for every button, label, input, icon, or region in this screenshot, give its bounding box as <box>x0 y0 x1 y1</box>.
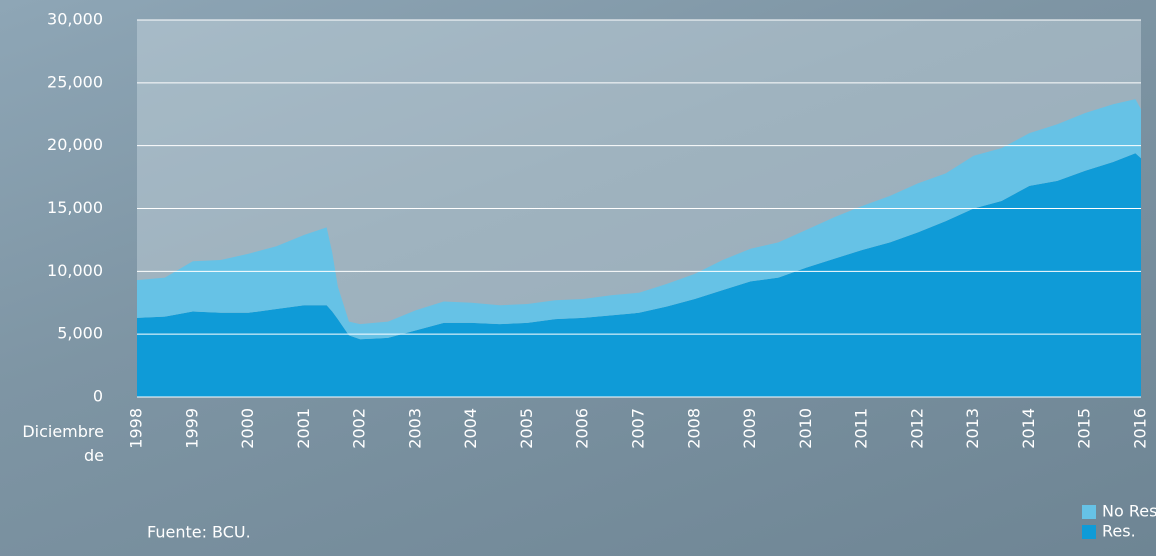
x-tick-label: 2004 <box>461 408 480 449</box>
x-tick-label: 2001 <box>294 408 313 449</box>
source: Fuente: BCU. <box>147 523 251 542</box>
x-axis-label: Diciembre de <box>22 422 104 465</box>
x-tick-label: 2005 <box>517 408 536 449</box>
x-tick-label: 2013 <box>963 408 982 449</box>
y-tick-label: 15,000 <box>47 198 103 217</box>
x-tick-label: 2011 <box>852 408 871 449</box>
x-tick-label: 2006 <box>573 408 592 449</box>
x-tick-label: 2002 <box>350 408 369 449</box>
x-tick-label: 2008 <box>684 408 703 449</box>
legend-label: Res. <box>1102 522 1136 541</box>
y-tick-label: 30,000 <box>47 10 103 29</box>
x-tick-label: 2007 <box>629 408 648 449</box>
legend-swatch <box>1082 525 1096 539</box>
x-tick-label: 2000 <box>238 408 257 449</box>
y-tick-label: 20,000 <box>47 135 103 154</box>
area <box>137 153 1141 397</box>
x-tick-label: 2009 <box>740 408 759 449</box>
legend-label: No Res. <box>1102 502 1156 521</box>
x-tick-label: 2010 <box>796 408 815 449</box>
y-tick-label: 25,000 <box>47 72 103 91</box>
x-tick-label: 2012 <box>907 408 926 449</box>
x-tick-label: 1999 <box>182 408 201 449</box>
legend-swatch <box>1082 505 1096 519</box>
x-tick-label: 2015 <box>1075 408 1094 449</box>
y-tick-label: 10,000 <box>47 261 103 280</box>
y-tick-label: 5,000 <box>57 324 103 343</box>
x-tick-label: 2003 <box>405 408 424 449</box>
x-tick-label: 2016 <box>1131 408 1150 449</box>
x-tick-label: 2014 <box>1019 408 1038 449</box>
y-tick-label: 0 <box>93 387 103 406</box>
x-tick-label: 1998 <box>127 408 146 449</box>
area <box>137 99 1141 340</box>
